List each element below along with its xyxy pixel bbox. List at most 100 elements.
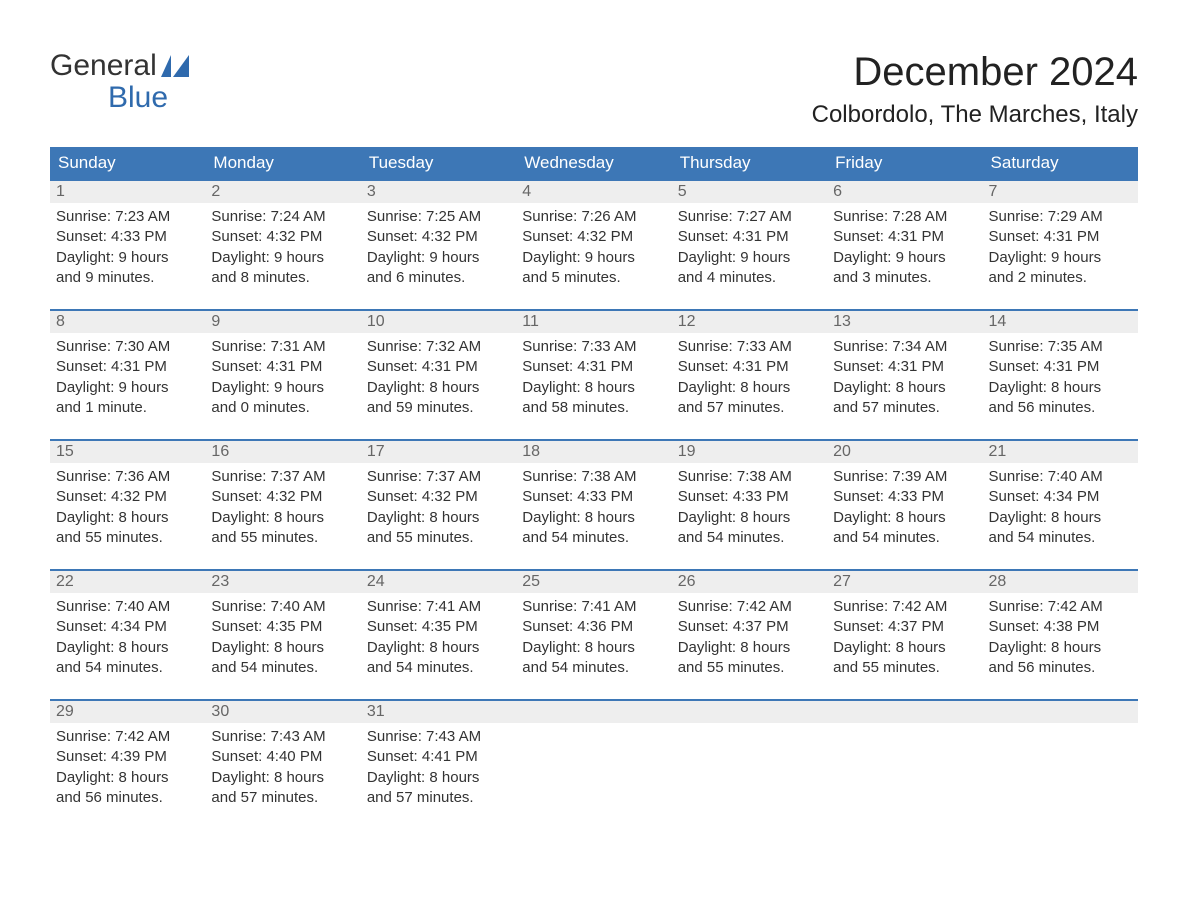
day-sunrise: Sunrise: 7:38 AM — [678, 467, 821, 487]
day-number — [516, 701, 671, 723]
day-sunset: Sunset: 4:31 PM — [56, 357, 199, 377]
day-sunset: Sunset: 4:33 PM — [56, 227, 199, 247]
day-dl1: Daylight: 8 hours — [678, 378, 821, 398]
day-dl1: Daylight: 8 hours — [367, 378, 510, 398]
day-dl1: Daylight: 9 hours — [833, 248, 976, 268]
day-number — [983, 701, 1138, 723]
day-number: 6 — [827, 181, 982, 203]
day-dl2: and 54 minutes. — [678, 528, 821, 548]
day-sunset: Sunset: 4:31 PM — [522, 357, 665, 377]
day-dl2: and 54 minutes. — [367, 658, 510, 678]
day-cell: 12Sunrise: 7:33 AMSunset: 4:31 PMDayligh… — [672, 311, 827, 439]
day-body: Sunrise: 7:32 AMSunset: 4:31 PMDaylight:… — [361, 333, 516, 418]
day-dl1: Daylight: 8 hours — [211, 638, 354, 658]
day-body: Sunrise: 7:29 AMSunset: 4:31 PMDaylight:… — [983, 203, 1138, 288]
day-sunrise: Sunrise: 7:33 AM — [678, 337, 821, 357]
day-sunset: Sunset: 4:33 PM — [833, 487, 976, 507]
day-sunrise: Sunrise: 7:24 AM — [211, 207, 354, 227]
day-dl2: and 57 minutes. — [833, 398, 976, 418]
day-cell: 4Sunrise: 7:26 AMSunset: 4:32 PMDaylight… — [516, 181, 671, 309]
weekday-monday: Monday — [205, 147, 360, 179]
day-body: Sunrise: 7:33 AMSunset: 4:31 PMDaylight:… — [516, 333, 671, 418]
day-cell: 30Sunrise: 7:43 AMSunset: 4:40 PMDayligh… — [205, 701, 360, 829]
day-body: Sunrise: 7:28 AMSunset: 4:31 PMDaylight:… — [827, 203, 982, 288]
day-number: 19 — [672, 441, 827, 463]
day-sunset: Sunset: 4:33 PM — [522, 487, 665, 507]
day-number: 20 — [827, 441, 982, 463]
day-dl2: and 8 minutes. — [211, 268, 354, 288]
day-body: Sunrise: 7:34 AMSunset: 4:31 PMDaylight:… — [827, 333, 982, 418]
day-dl2: and 57 minutes. — [211, 788, 354, 808]
month-title: December 2024 — [812, 50, 1138, 95]
day-dl1: Daylight: 8 hours — [367, 508, 510, 528]
day-cell: 16Sunrise: 7:37 AMSunset: 4:32 PMDayligh… — [205, 441, 360, 569]
day-sunset: Sunset: 4:31 PM — [678, 227, 821, 247]
day-sunrise: Sunrise: 7:43 AM — [211, 727, 354, 747]
calendar: SundayMondayTuesdayWednesdayThursdayFrid… — [50, 147, 1138, 829]
day-dl1: Daylight: 9 hours — [522, 248, 665, 268]
week-row: 8Sunrise: 7:30 AMSunset: 4:31 PMDaylight… — [50, 309, 1138, 439]
day-dl2: and 1 minute. — [56, 398, 199, 418]
day-sunset: Sunset: 4:31 PM — [833, 227, 976, 247]
day-number — [672, 701, 827, 723]
day-dl1: Daylight: 8 hours — [211, 508, 354, 528]
day-number: 30 — [205, 701, 360, 723]
day-body: Sunrise: 7:42 AMSunset: 4:37 PMDaylight:… — [672, 593, 827, 678]
day-cell: 10Sunrise: 7:32 AMSunset: 4:31 PMDayligh… — [361, 311, 516, 439]
day-sunrise: Sunrise: 7:42 AM — [678, 597, 821, 617]
day-dl2: and 54 minutes. — [211, 658, 354, 678]
day-sunset: Sunset: 4:37 PM — [833, 617, 976, 637]
day-dl1: Daylight: 8 hours — [56, 768, 199, 788]
day-dl1: Daylight: 8 hours — [989, 508, 1132, 528]
day-body: Sunrise: 7:35 AMSunset: 4:31 PMDaylight:… — [983, 333, 1138, 418]
day-sunset: Sunset: 4:32 PM — [367, 227, 510, 247]
day-number: 16 — [205, 441, 360, 463]
day-dl1: Daylight: 9 hours — [678, 248, 821, 268]
day-dl1: Daylight: 8 hours — [56, 638, 199, 658]
day-sunrise: Sunrise: 7:41 AM — [522, 597, 665, 617]
day-number: 9 — [205, 311, 360, 333]
day-number: 17 — [361, 441, 516, 463]
day-body: Sunrise: 7:40 AMSunset: 4:34 PMDaylight:… — [50, 593, 205, 678]
day-dl1: Daylight: 9 hours — [211, 378, 354, 398]
day-number: 21 — [983, 441, 1138, 463]
day-dl2: and 6 minutes. — [367, 268, 510, 288]
day-body: Sunrise: 7:42 AMSunset: 4:37 PMDaylight:… — [827, 593, 982, 678]
day-sunset: Sunset: 4:32 PM — [522, 227, 665, 247]
day-dl2: and 56 minutes. — [989, 398, 1132, 418]
day-dl1: Daylight: 9 hours — [367, 248, 510, 268]
day-dl2: and 54 minutes. — [522, 658, 665, 678]
day-sunset: Sunset: 4:39 PM — [56, 747, 199, 767]
day-number: 28 — [983, 571, 1138, 593]
day-dl1: Daylight: 8 hours — [367, 638, 510, 658]
day-cell: 3Sunrise: 7:25 AMSunset: 4:32 PMDaylight… — [361, 181, 516, 309]
day-dl1: Daylight: 8 hours — [56, 508, 199, 528]
day-sunset: Sunset: 4:35 PM — [211, 617, 354, 637]
day-dl1: Daylight: 8 hours — [522, 378, 665, 398]
day-body: Sunrise: 7:23 AMSunset: 4:33 PMDaylight:… — [50, 203, 205, 288]
day-sunset: Sunset: 4:37 PM — [678, 617, 821, 637]
day-dl2: and 56 minutes. — [56, 788, 199, 808]
day-body: Sunrise: 7:41 AMSunset: 4:35 PMDaylight:… — [361, 593, 516, 678]
day-dl2: and 55 minutes. — [211, 528, 354, 548]
day-dl1: Daylight: 8 hours — [678, 508, 821, 528]
day-sunset: Sunset: 4:31 PM — [367, 357, 510, 377]
day-number: 26 — [672, 571, 827, 593]
day-cell: 11Sunrise: 7:33 AMSunset: 4:31 PMDayligh… — [516, 311, 671, 439]
day-body: Sunrise: 7:27 AMSunset: 4:31 PMDaylight:… — [672, 203, 827, 288]
day-cell: 24Sunrise: 7:41 AMSunset: 4:35 PMDayligh… — [361, 571, 516, 699]
day-number: 12 — [672, 311, 827, 333]
day-sunrise: Sunrise: 7:23 AM — [56, 207, 199, 227]
day-empty — [672, 701, 827, 829]
day-body: Sunrise: 7:41 AMSunset: 4:36 PMDaylight:… — [516, 593, 671, 678]
day-cell: 17Sunrise: 7:37 AMSunset: 4:32 PMDayligh… — [361, 441, 516, 569]
day-sunset: Sunset: 4:31 PM — [211, 357, 354, 377]
day-number — [827, 701, 982, 723]
day-dl1: Daylight: 8 hours — [989, 638, 1132, 658]
day-body: Sunrise: 7:40 AMSunset: 4:34 PMDaylight:… — [983, 463, 1138, 548]
day-sunset: Sunset: 4:31 PM — [989, 357, 1132, 377]
day-sunrise: Sunrise: 7:26 AM — [522, 207, 665, 227]
weekday-friday: Friday — [827, 147, 982, 179]
day-sunrise: Sunrise: 7:40 AM — [211, 597, 354, 617]
location: Colbordolo, The Marches, Italy — [812, 101, 1138, 129]
